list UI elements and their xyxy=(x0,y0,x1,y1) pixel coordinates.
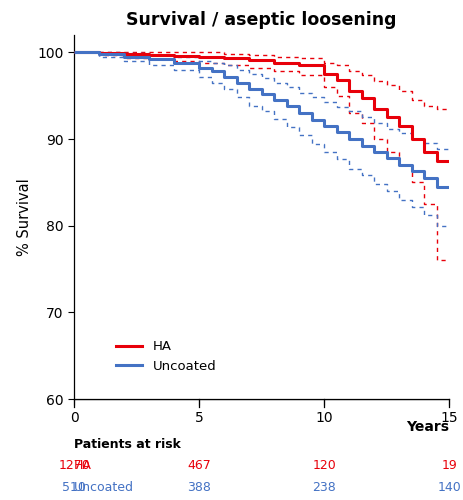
Text: 140: 140 xyxy=(437,480,461,494)
Text: 19: 19 xyxy=(441,458,457,471)
Y-axis label: % Survival: % Survival xyxy=(17,178,32,256)
Text: HA: HA xyxy=(74,458,92,471)
Text: 120: 120 xyxy=(312,458,336,471)
Text: 238: 238 xyxy=(312,480,336,494)
Text: 15: 15 xyxy=(440,410,458,424)
Text: Patients at risk: Patients at risk xyxy=(74,438,181,450)
Title: Survival / aseptic loosening: Survival / aseptic loosening xyxy=(126,12,397,30)
Text: 388: 388 xyxy=(187,480,211,494)
Text: Uncoated: Uncoated xyxy=(74,480,134,494)
Text: 0: 0 xyxy=(70,410,78,424)
Text: 510: 510 xyxy=(62,480,86,494)
Text: 5: 5 xyxy=(195,410,203,424)
Text: 10: 10 xyxy=(315,410,333,424)
Text: 467: 467 xyxy=(187,458,211,471)
Legend: HA, Uncoated: HA, Uncoated xyxy=(111,335,222,378)
Text: 1270: 1270 xyxy=(58,458,90,471)
Text: Years: Years xyxy=(406,420,449,434)
